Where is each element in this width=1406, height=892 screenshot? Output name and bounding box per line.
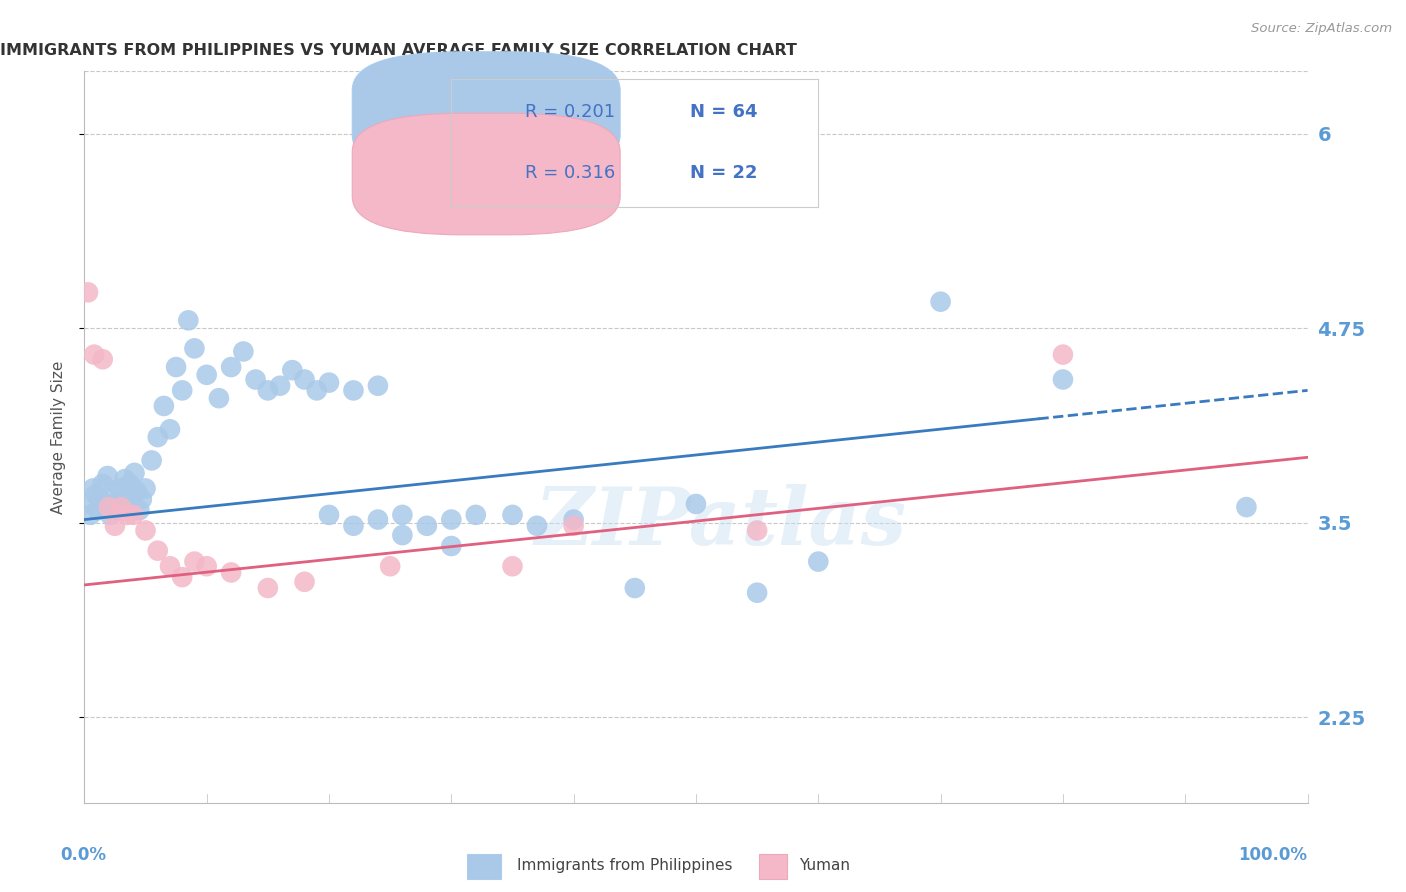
Point (79, 508, 101, 522)
Text: Immigrants from Philippines: Immigrants from Philippines (517, 858, 733, 872)
Point (131, 492, 153, 507)
Text: 100.0%: 100.0% (1239, 847, 1308, 864)
Point (294, 372, 316, 386)
Point (122, 508, 145, 522)
Point (208, 391, 231, 405)
Text: Source: ZipAtlas.com: Source: ZipAtlas.com (1251, 22, 1392, 36)
Point (195, 368, 218, 382)
Text: 0.0%: 0.0% (60, 847, 105, 864)
Point (318, 376, 340, 390)
Point (929, 294, 952, 309)
Point (105, 503, 128, 517)
Point (747, 585, 769, 599)
Point (183, 342, 205, 356)
Point (177, 313, 200, 327)
Point (159, 422, 181, 436)
Point (82, 482, 104, 496)
Point (98, 508, 121, 522)
Point (464, 508, 486, 522)
Point (84, 488, 107, 502)
Point (562, 512, 585, 526)
Point (97, 469, 120, 483)
Text: ZIPatlas: ZIPatlas (534, 484, 907, 561)
Point (318, 508, 340, 522)
Point (1236, 500, 1258, 515)
Point (104, 497, 127, 511)
Point (118, 476, 141, 491)
Point (91, 352, 114, 367)
Point (101, 484, 124, 499)
Point (281, 363, 304, 377)
Point (146, 430, 169, 444)
Point (183, 555, 205, 569)
Point (115, 500, 138, 515)
Point (305, 384, 328, 398)
Point (108, 482, 131, 496)
Point (807, 555, 830, 569)
Point (219, 359, 242, 374)
Point (172, 384, 194, 398)
Point (367, 378, 389, 392)
Point (342, 384, 364, 398)
Point (125, 484, 148, 499)
Point (440, 539, 463, 553)
Point (257, 384, 280, 398)
Point (128, 503, 150, 517)
Point (367, 512, 389, 526)
Point (110, 500, 132, 515)
Text: Yuman: Yuman (799, 858, 849, 872)
Point (97, 500, 120, 515)
Point (115, 508, 138, 522)
Point (526, 518, 548, 533)
Point (77, 497, 100, 511)
Point (121, 488, 143, 502)
Point (391, 528, 413, 542)
Point (502, 559, 524, 574)
Point (114, 472, 136, 486)
Point (416, 518, 439, 533)
Point (195, 559, 218, 574)
Point (391, 508, 413, 522)
Point (83, 348, 105, 362)
Point (104, 518, 127, 533)
Point (269, 378, 291, 392)
Point (91, 476, 114, 491)
Point (440, 512, 463, 526)
Point (77, 285, 100, 300)
Point (232, 344, 254, 359)
Y-axis label: Average Family Size: Average Family Size (51, 360, 66, 514)
Point (153, 399, 176, 413)
Point (87, 503, 110, 517)
Point (146, 543, 169, 558)
Point (89, 492, 111, 507)
Bar (759, 855, 787, 879)
Point (135, 482, 157, 496)
Point (1052, 372, 1074, 386)
Point (135, 524, 157, 538)
Point (124, 466, 146, 480)
Point (165, 359, 187, 374)
Point (159, 559, 181, 574)
Point (380, 559, 402, 574)
Text: IMMIGRANTS FROM PHILIPPINES VS YUMAN AVERAGE FAMILY SIZE CORRELATION CHART: IMMIGRANTS FROM PHILIPPINES VS YUMAN AVE… (0, 43, 797, 58)
Point (685, 497, 707, 511)
Point (342, 518, 364, 533)
Point (257, 581, 280, 595)
Bar (467, 855, 501, 879)
Point (747, 524, 769, 538)
Point (562, 518, 585, 533)
Point (294, 574, 316, 589)
Point (624, 581, 647, 595)
Point (172, 570, 194, 584)
Point (1052, 348, 1074, 362)
Point (141, 453, 163, 467)
Point (111, 492, 134, 507)
Point (94, 497, 117, 511)
Point (219, 566, 242, 580)
Point (245, 372, 267, 386)
Point (502, 508, 524, 522)
